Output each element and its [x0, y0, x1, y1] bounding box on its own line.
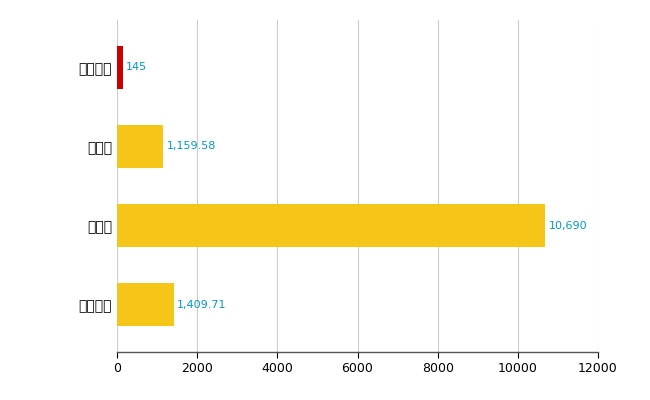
Bar — [117, 204, 545, 247]
Text: 145: 145 — [126, 62, 147, 72]
Bar — [117, 125, 164, 168]
Text: 1,159.58: 1,159.58 — [166, 142, 216, 152]
Bar — [117, 46, 123, 89]
Text: 10,690: 10,690 — [549, 220, 588, 230]
Text: 1,409.71: 1,409.71 — [177, 300, 226, 310]
Bar — [117, 283, 174, 326]
